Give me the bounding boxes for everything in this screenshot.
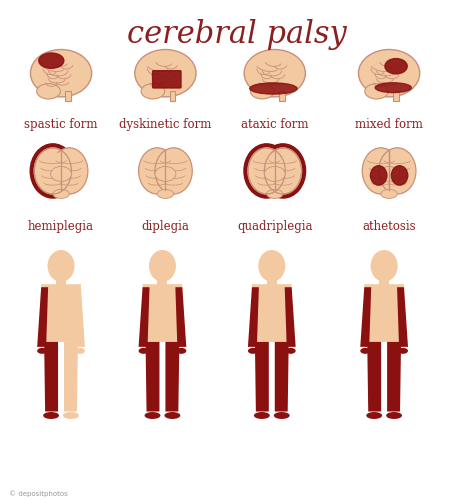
Text: © depositphotos: © depositphotos <box>9 490 68 496</box>
Ellipse shape <box>366 412 382 419</box>
Ellipse shape <box>145 412 161 419</box>
Polygon shape <box>248 287 259 347</box>
Ellipse shape <box>264 166 285 182</box>
Ellipse shape <box>176 348 186 354</box>
Ellipse shape <box>258 250 285 282</box>
Polygon shape <box>252 284 292 342</box>
Polygon shape <box>393 91 399 101</box>
Ellipse shape <box>365 83 388 99</box>
Polygon shape <box>146 342 159 411</box>
Polygon shape <box>56 279 66 285</box>
Polygon shape <box>37 287 48 347</box>
Text: athetosis: athetosis <box>362 220 416 233</box>
Ellipse shape <box>155 148 192 194</box>
Ellipse shape <box>43 412 59 419</box>
Polygon shape <box>65 91 71 101</box>
Ellipse shape <box>51 166 72 182</box>
Ellipse shape <box>392 165 408 185</box>
Polygon shape <box>44 342 58 411</box>
Polygon shape <box>360 287 371 347</box>
Ellipse shape <box>47 250 74 282</box>
Ellipse shape <box>264 148 301 194</box>
Ellipse shape <box>157 190 173 198</box>
Ellipse shape <box>39 53 64 68</box>
Ellipse shape <box>267 152 299 190</box>
FancyBboxPatch shape <box>153 70 181 88</box>
Ellipse shape <box>379 166 400 182</box>
Ellipse shape <box>386 412 402 419</box>
Ellipse shape <box>141 83 165 99</box>
Ellipse shape <box>164 412 180 419</box>
Polygon shape <box>64 342 78 411</box>
Ellipse shape <box>37 152 69 190</box>
Polygon shape <box>41 284 81 342</box>
Ellipse shape <box>371 250 398 282</box>
Ellipse shape <box>138 148 176 194</box>
Ellipse shape <box>37 348 47 354</box>
Ellipse shape <box>248 148 285 194</box>
Text: dyskinetic form: dyskinetic form <box>119 118 211 131</box>
Ellipse shape <box>381 190 397 198</box>
Ellipse shape <box>375 83 411 93</box>
Ellipse shape <box>250 83 274 99</box>
Text: hemiplegia: hemiplegia <box>28 220 94 233</box>
Ellipse shape <box>138 348 148 354</box>
Ellipse shape <box>135 49 196 97</box>
Ellipse shape <box>75 348 85 354</box>
Polygon shape <box>279 91 284 101</box>
Ellipse shape <box>63 412 79 419</box>
Ellipse shape <box>398 348 408 354</box>
Polygon shape <box>275 342 289 411</box>
Polygon shape <box>143 284 182 342</box>
Ellipse shape <box>51 148 88 194</box>
Ellipse shape <box>149 250 176 282</box>
Text: diplegia: diplegia <box>141 220 189 233</box>
Polygon shape <box>157 279 167 285</box>
Ellipse shape <box>30 144 75 198</box>
Ellipse shape <box>379 148 416 194</box>
Polygon shape <box>379 279 389 285</box>
Ellipse shape <box>266 190 283 198</box>
Text: cerebral palsy: cerebral palsy <box>127 19 347 50</box>
Text: quadriplegia: quadriplegia <box>237 220 312 233</box>
Polygon shape <box>267 279 277 285</box>
Ellipse shape <box>385 58 407 74</box>
Ellipse shape <box>30 49 91 97</box>
Polygon shape <box>175 287 186 347</box>
Polygon shape <box>74 287 85 347</box>
Text: spastic form: spastic form <box>24 118 98 131</box>
Ellipse shape <box>244 144 289 198</box>
Text: mixed form: mixed form <box>355 118 423 131</box>
Ellipse shape <box>260 144 306 198</box>
Polygon shape <box>387 342 401 411</box>
Polygon shape <box>367 342 381 411</box>
Polygon shape <box>397 287 408 347</box>
Ellipse shape <box>274 412 290 419</box>
Ellipse shape <box>362 148 400 194</box>
Polygon shape <box>285 287 296 347</box>
Ellipse shape <box>254 412 270 419</box>
Polygon shape <box>165 342 179 411</box>
Ellipse shape <box>155 166 176 182</box>
Polygon shape <box>364 284 404 342</box>
Ellipse shape <box>250 83 297 94</box>
Ellipse shape <box>53 190 69 198</box>
Ellipse shape <box>358 49 419 97</box>
Polygon shape <box>255 342 269 411</box>
Ellipse shape <box>251 152 282 190</box>
Text: ataxic form: ataxic form <box>241 118 309 131</box>
Ellipse shape <box>244 49 305 97</box>
Ellipse shape <box>34 148 72 194</box>
Ellipse shape <box>248 348 258 354</box>
Ellipse shape <box>360 348 370 354</box>
Polygon shape <box>170 91 175 101</box>
Polygon shape <box>138 287 149 347</box>
Ellipse shape <box>371 165 387 185</box>
Ellipse shape <box>286 348 296 354</box>
Ellipse shape <box>36 83 60 99</box>
